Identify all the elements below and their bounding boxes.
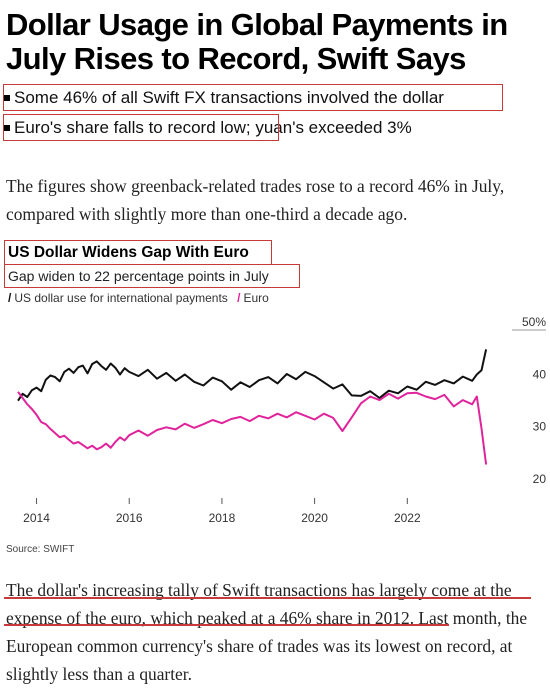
highlight-box-bullet-1: [3, 84, 503, 111]
series-line-eur: [17, 391, 488, 465]
series-line-usd: [17, 349, 488, 402]
y-tick-label: 40: [533, 367, 547, 381]
chart-title: US Dollar Widens Gap With Euro: [8, 244, 249, 261]
x-tick-label: 2022: [394, 511, 421, 525]
bullet-text: Some 46% of all Swift FX transactions in…: [14, 88, 444, 107]
y-tick-label: 20: [533, 472, 547, 486]
x-tick-label: 2018: [209, 511, 236, 525]
highlight-box-bullet-2: [3, 114, 279, 141]
bullet-euro-share: Euro's share falls to record low; yuan's…: [4, 118, 412, 138]
bullet-dollar-share: Some 46% of all Swift FX transactions in…: [4, 88, 444, 108]
intro-paragraph: The figures show greenback-related trade…: [6, 176, 505, 224]
x-tick-label: 2016: [116, 511, 143, 525]
highlight-box-chart-title: [4, 240, 272, 265]
legend-usd-line-icon: /: [8, 291, 12, 305]
legend-usd-label: US dollar use for international payments: [14, 291, 228, 305]
bullet-text: Euro's share falls to record low; yuan's…: [14, 118, 412, 137]
highlight-underline-1: [4, 597, 531, 599]
legend-euro-label: Euro: [243, 291, 269, 305]
chart-subtitle: Gap widen to 22 percentage points in Jul…: [8, 268, 269, 284]
y-axis: 50% 40 30 20: [512, 315, 546, 486]
highlight-box-chart-subtitle: [4, 264, 300, 288]
chart-source: Source: SWIFT: [6, 544, 75, 555]
x-axis: 2014 2016 2018 2020 2022: [23, 498, 421, 525]
y-tick-label: 50%: [522, 315, 546, 329]
closing-paragraph: The dollar's increasing tally of Swift t…: [6, 580, 528, 684]
headline: Dollar Usage in Global Payments in July …: [6, 7, 508, 76]
line-chart: 50% 40 30 20 2014 2016 2018 2020 2022: [17, 315, 546, 525]
bullet-square-icon: [4, 94, 10, 101]
y-tick-label: 30: [533, 420, 547, 434]
bullet-square-icon: [4, 124, 10, 131]
legend-euro-line-icon: /: [237, 291, 241, 305]
highlight-underline-2: [4, 624, 449, 626]
series-layer: [17, 349, 488, 465]
chart-legend: / US dollar use for international payment…: [8, 291, 269, 305]
x-tick-label: 2014: [23, 511, 50, 525]
x-tick-label: 2020: [301, 511, 328, 525]
